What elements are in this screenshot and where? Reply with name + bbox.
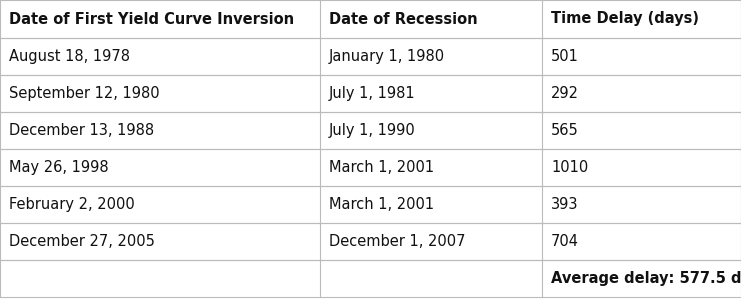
Bar — [0, 223, 320, 260]
Bar — [542, 112, 741, 149]
Bar — [320, 112, 542, 149]
Text: March 1, 2001: March 1, 2001 — [329, 197, 434, 212]
Bar — [320, 75, 542, 112]
Bar — [0, 38, 320, 75]
Bar — [0, 75, 320, 112]
Text: 501: 501 — [551, 49, 579, 64]
Text: 704: 704 — [551, 234, 579, 249]
Text: 1010: 1010 — [551, 160, 588, 175]
Text: May 26, 1998: May 26, 1998 — [9, 160, 109, 175]
Text: 565: 565 — [551, 123, 579, 138]
Text: August 18, 1978: August 18, 1978 — [9, 49, 130, 64]
Text: February 2, 2000: February 2, 2000 — [9, 197, 135, 212]
Bar — [0, 112, 320, 149]
Text: July 1, 1990: July 1, 1990 — [329, 123, 416, 138]
Bar — [0, 0, 320, 38]
Text: July 1, 1981: July 1, 1981 — [329, 86, 416, 101]
Bar — [542, 0, 741, 38]
Text: December 13, 1988: December 13, 1988 — [9, 123, 154, 138]
Text: 393: 393 — [551, 197, 579, 212]
Text: 292: 292 — [551, 86, 579, 101]
Text: Date of Recession: Date of Recession — [329, 11, 478, 26]
Bar — [542, 38, 741, 75]
Bar — [320, 223, 542, 260]
Text: March 1, 2001: March 1, 2001 — [329, 160, 434, 175]
Bar — [320, 38, 542, 75]
Bar — [320, 149, 542, 186]
Text: December 1, 2007: December 1, 2007 — [329, 234, 465, 249]
Bar — [542, 223, 741, 260]
Bar — [542, 149, 741, 186]
Bar — [0, 149, 320, 186]
Bar — [542, 186, 741, 223]
Bar — [542, 260, 741, 297]
Text: September 12, 1980: September 12, 1980 — [9, 86, 159, 101]
Bar — [0, 260, 320, 297]
Text: Date of First Yield Curve Inversion: Date of First Yield Curve Inversion — [9, 11, 294, 26]
Text: Average delay: 577.5 days: Average delay: 577.5 days — [551, 271, 741, 286]
Bar — [0, 186, 320, 223]
Bar — [320, 186, 542, 223]
Bar — [320, 0, 542, 38]
Bar — [320, 260, 542, 297]
Text: January 1, 1980: January 1, 1980 — [329, 49, 445, 64]
Text: Time Delay (days): Time Delay (days) — [551, 11, 699, 26]
Text: December 27, 2005: December 27, 2005 — [9, 234, 155, 249]
Bar — [542, 75, 741, 112]
